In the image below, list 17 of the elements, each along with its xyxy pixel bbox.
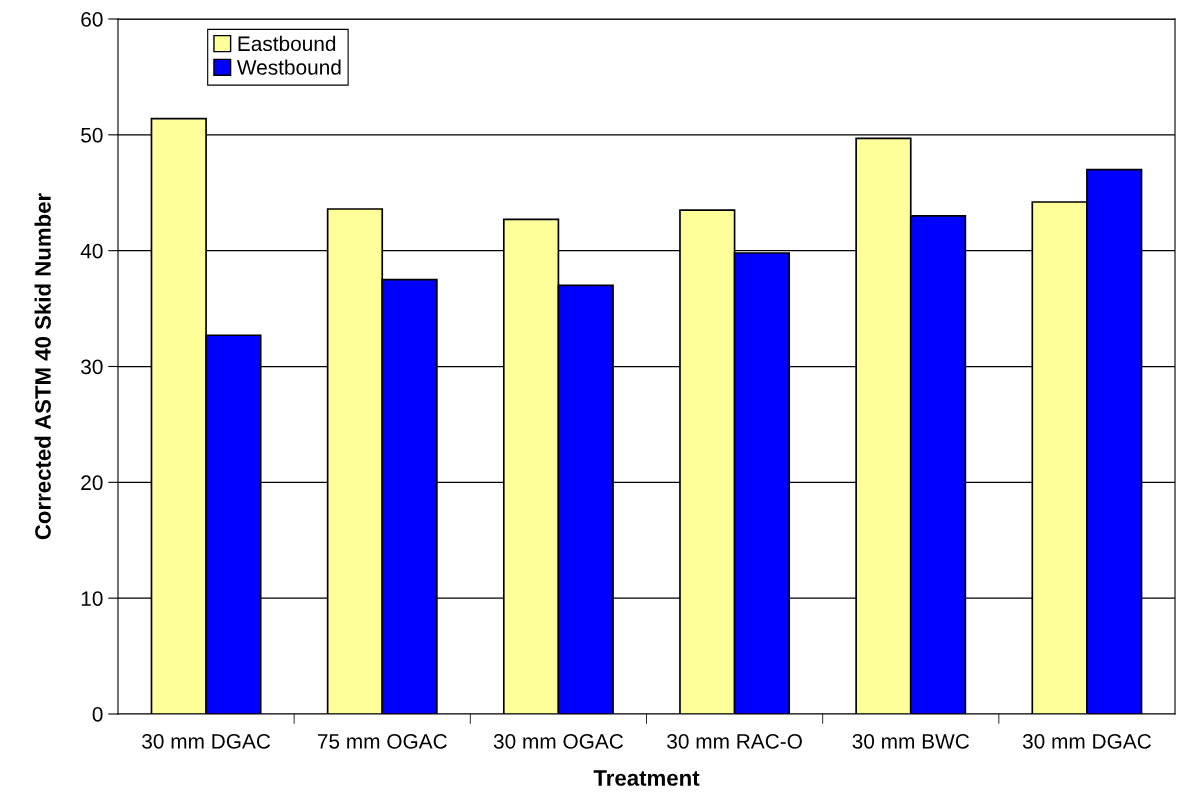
x-tick-label: 30 mm DGAC bbox=[1022, 733, 1151, 749]
y-tick-label: 20 bbox=[81, 475, 103, 491]
legend-label: Eastbound bbox=[238, 35, 336, 52]
x-tick-label: 30 mm DGAC bbox=[142, 733, 271, 749]
y-tick-label: 0 bbox=[92, 707, 103, 722]
x-tick-label: 30 mm OGAC bbox=[493, 733, 624, 749]
y-axis-title: Corrected ASTM 40 Skid Number bbox=[34, 193, 51, 540]
x-tick-label: 30 mm BWC bbox=[852, 733, 969, 749]
x-tick-label: 30 mm RAC-O bbox=[667, 733, 802, 749]
y-tick-label: 10 bbox=[81, 591, 103, 606]
y-tick-label: 50 bbox=[81, 127, 103, 143]
y-tick-label: 60 bbox=[81, 12, 103, 27]
x-axis-title: Treatment bbox=[593, 770, 700, 786]
y-tick-label: 40 bbox=[80, 243, 103, 259]
y-tick-label: 30 bbox=[81, 359, 103, 375]
legend-label: Westbound bbox=[236, 59, 341, 75]
x-tick-label: 75 mm OGAC bbox=[317, 733, 447, 749]
